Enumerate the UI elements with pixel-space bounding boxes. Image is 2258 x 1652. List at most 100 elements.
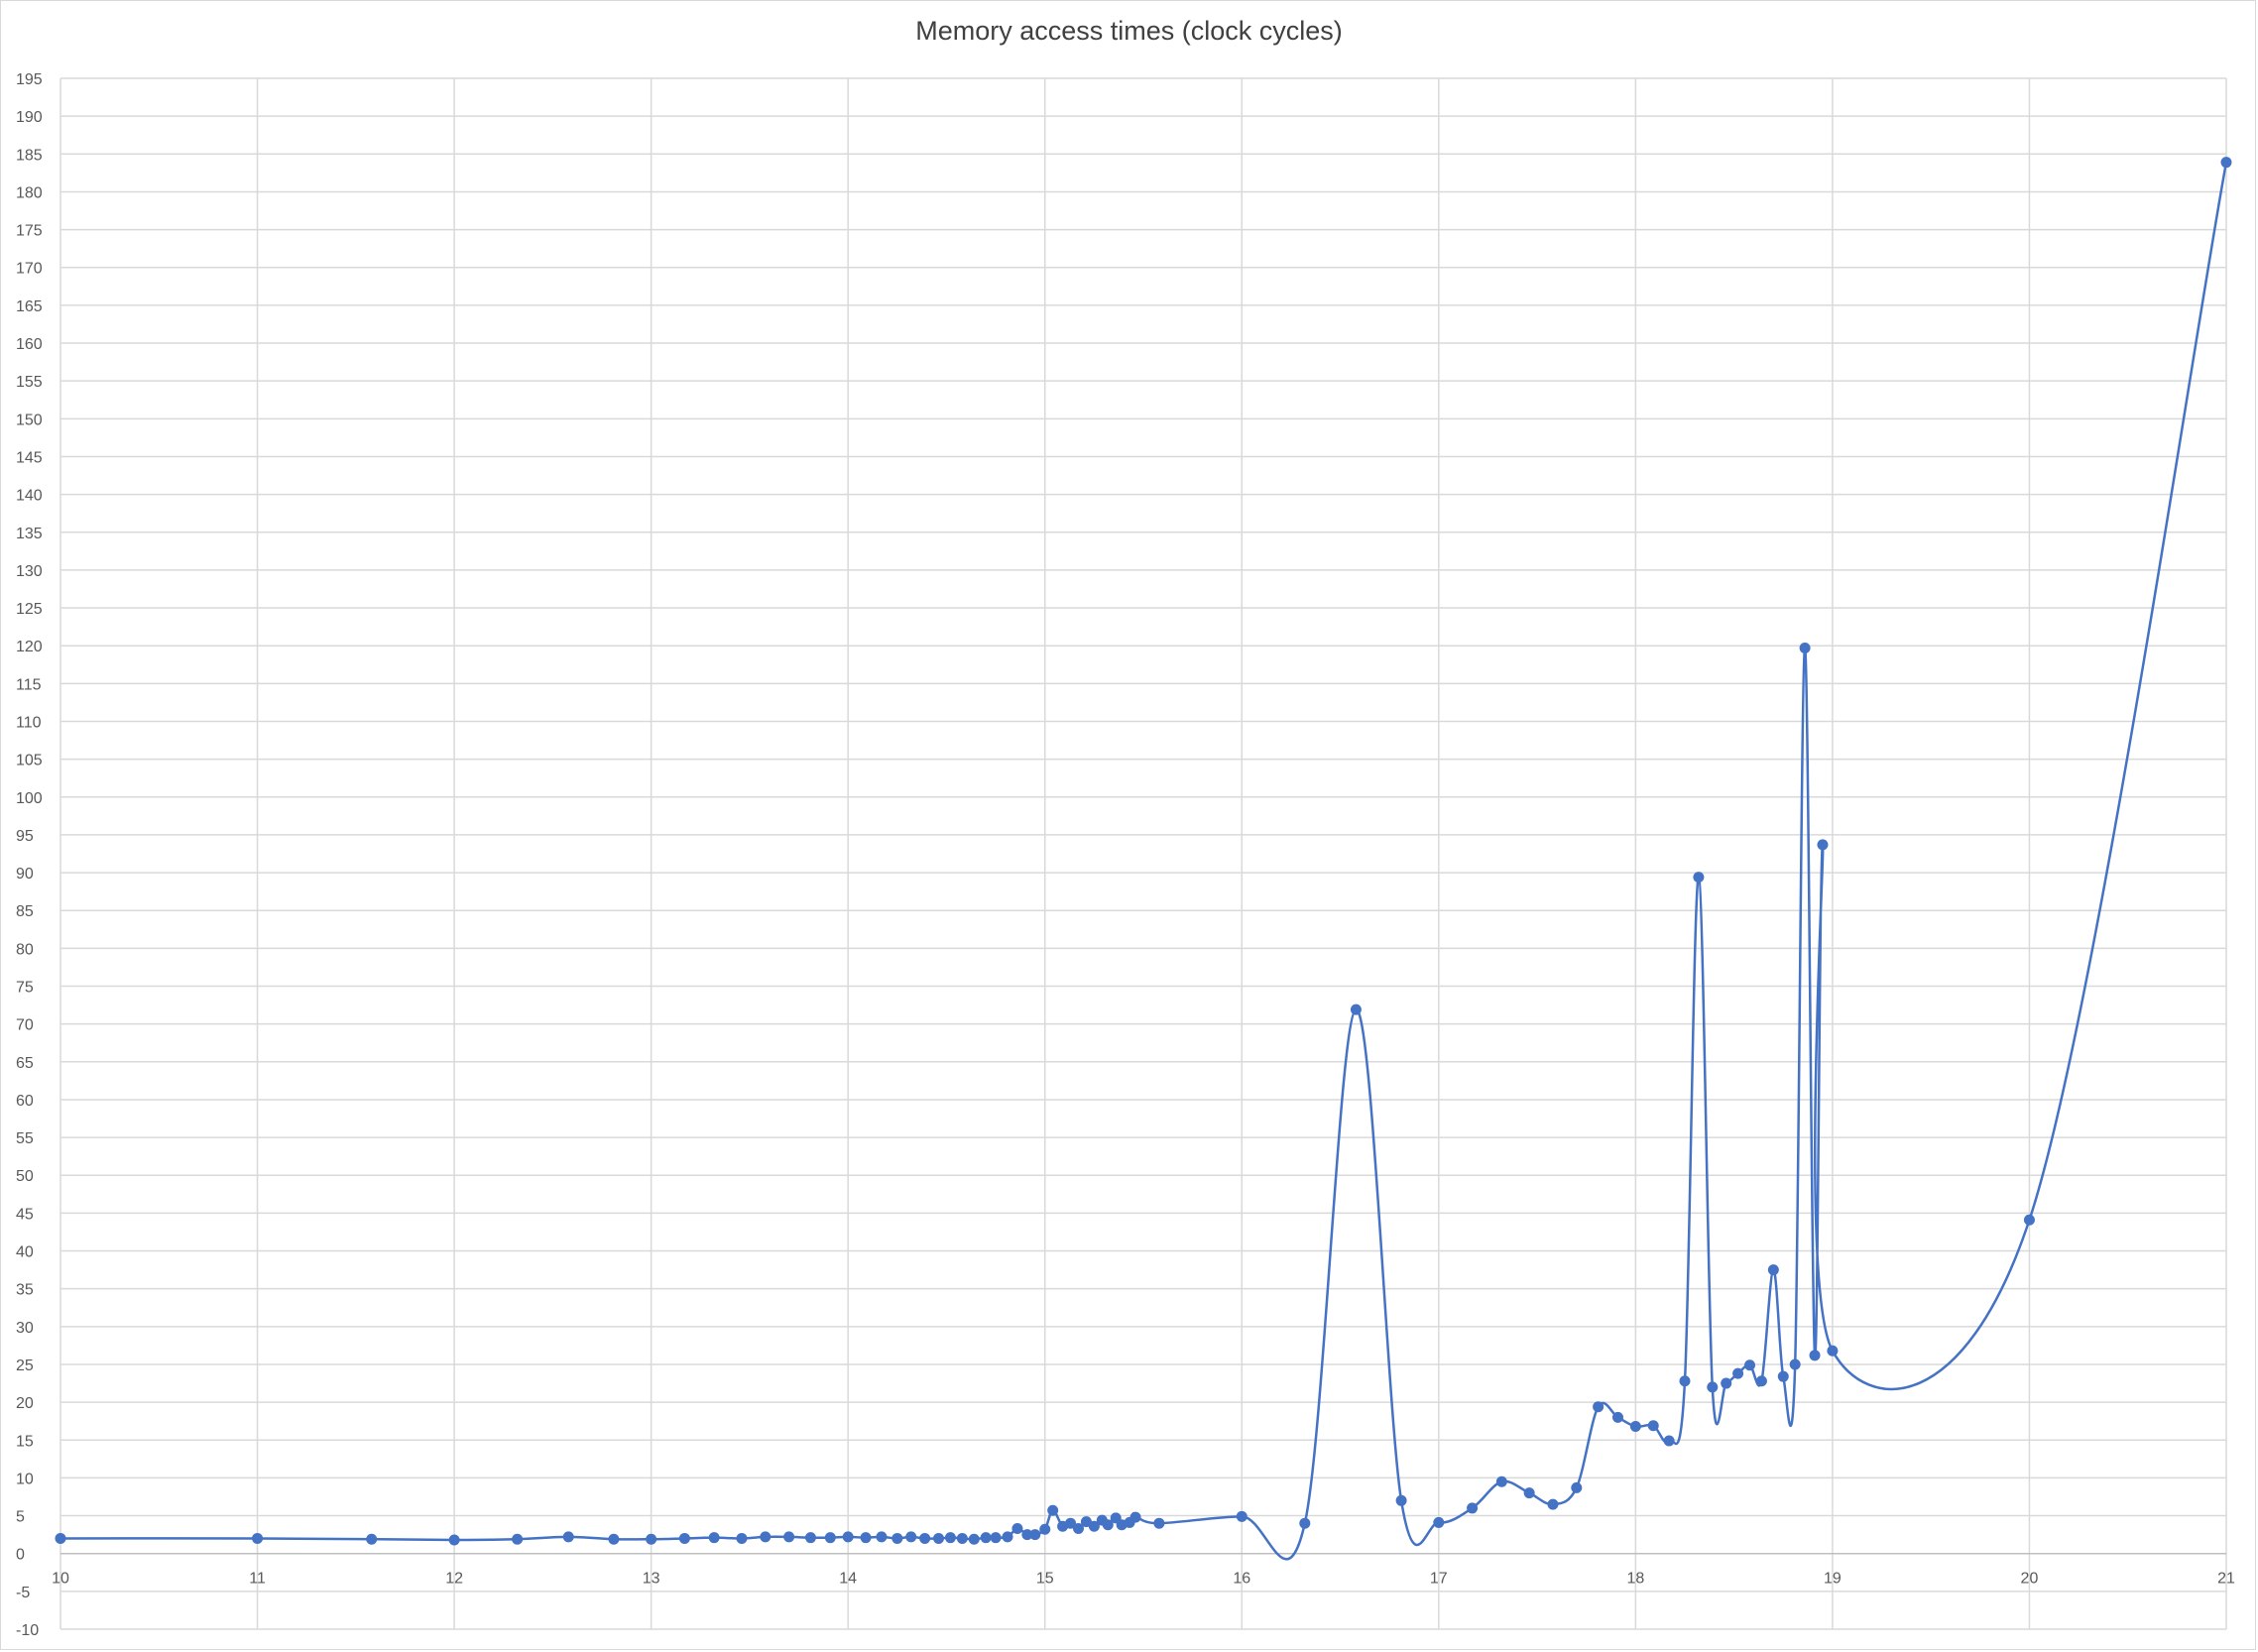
y-tick-label: 110 <box>16 714 42 731</box>
data-point <box>252 1532 264 1544</box>
data-point <box>1809 1350 1821 1361</box>
data-point <box>1611 1411 1623 1423</box>
y-tick-label: 160 <box>16 336 43 353</box>
y-tick-label: 75 <box>16 980 34 997</box>
y-tick-label: 50 <box>16 1168 34 1185</box>
y-tick-label: 155 <box>16 374 43 391</box>
data-point <box>708 1532 720 1544</box>
data-point <box>860 1532 872 1544</box>
data-point <box>448 1534 460 1546</box>
data-point <box>608 1533 620 1545</box>
x-tick-label: 12 <box>445 1571 463 1588</box>
y-tick-label: 100 <box>16 790 43 807</box>
y-tick-label: 30 <box>16 1320 34 1337</box>
data-point <box>1693 872 1705 884</box>
data-point <box>1029 1529 1041 1541</box>
y-tick-label: 20 <box>16 1395 34 1412</box>
data-point <box>1129 1511 1141 1523</box>
data-point <box>1350 1003 1362 1015</box>
gridlines <box>59 77 2227 1630</box>
data-point <box>905 1531 917 1543</box>
data-point <box>1065 1517 1077 1529</box>
y-tick-label: 90 <box>16 866 34 883</box>
y-tick-label: 170 <box>16 261 43 278</box>
data-point <box>1571 1481 1583 1493</box>
data-point <box>876 1531 888 1543</box>
data-point <box>1072 1523 1084 1535</box>
data-point <box>783 1531 795 1543</box>
y-tick-label: 25 <box>16 1357 34 1374</box>
y-tick-label: 180 <box>16 184 43 201</box>
x-tick-label: 14 <box>839 1571 857 1588</box>
y-tick-label: 150 <box>16 412 43 428</box>
data-point <box>1080 1516 1092 1528</box>
data-point <box>1433 1516 1445 1528</box>
x-tick-label: 16 <box>1233 1571 1250 1588</box>
y-tick-label: 80 <box>16 941 34 958</box>
data-point <box>1767 1264 1779 1276</box>
data-point <box>1021 1529 1033 1541</box>
x-tick-label: 18 <box>1626 1571 1644 1588</box>
data-point <box>2023 1214 2035 1226</box>
data-point <box>1744 1359 1756 1371</box>
data-point <box>1236 1510 1248 1522</box>
data-point <box>1647 1420 1659 1432</box>
data-point <box>678 1532 690 1544</box>
data-point <box>804 1532 816 1544</box>
y-tick-label: 40 <box>16 1244 34 1261</box>
y-tick-label: 5 <box>16 1509 25 1526</box>
x-tick-label: 17 <box>1430 1571 1448 1588</box>
series-layer <box>55 157 2232 1561</box>
y-tick-label: 55 <box>16 1130 34 1147</box>
data-point <box>366 1533 378 1545</box>
data-point <box>736 1532 748 1544</box>
y-tick-label: 95 <box>16 828 34 845</box>
chart-title: Memory access times (clock cycles) <box>915 16 1343 46</box>
y-tick-label: 105 <box>16 753 43 769</box>
y-tick-label: 145 <box>16 449 43 466</box>
data-point <box>1547 1498 1559 1510</box>
y-tick-label: 85 <box>16 903 34 920</box>
data-point <box>1817 839 1829 851</box>
y-tick-label: 65 <box>16 1055 34 1072</box>
x-tick-label: 13 <box>643 1571 660 1588</box>
data-point <box>2220 157 2232 169</box>
data-point <box>1523 1487 1535 1499</box>
x-tick-label: 15 <box>1036 1571 1054 1588</box>
data-point <box>1679 1375 1691 1387</box>
y-tick-label: 185 <box>16 147 43 164</box>
y-tick-label: -10 <box>16 1622 39 1639</box>
y-tick-label: 70 <box>16 1017 34 1034</box>
tick-labels: -10 -5 0 5 10 15 20 25 30 35 40 45 50 55 60 65 70 75 80 85 9… <box>16 71 2235 1639</box>
data-point <box>646 1533 657 1545</box>
data-point <box>1755 1375 1767 1387</box>
y-tick-label: 190 <box>16 109 43 126</box>
data-point <box>842 1531 854 1543</box>
data-point <box>1102 1519 1114 1531</box>
data-point <box>1732 1367 1744 1379</box>
data-point <box>933 1532 945 1544</box>
x-tick-label: 11 <box>249 1571 266 1588</box>
data-point <box>990 1532 1002 1544</box>
y-tick-label: 140 <box>16 488 43 505</box>
y-tick-label: 35 <box>16 1282 34 1299</box>
data-point <box>562 1531 574 1543</box>
data-point <box>968 1533 980 1545</box>
data-point <box>1777 1370 1789 1382</box>
y-tick-label: 115 <box>16 676 42 693</box>
x-tick-label: 20 <box>2021 1571 2039 1588</box>
data-point <box>1629 1421 1641 1433</box>
data-point <box>1299 1517 1311 1529</box>
data-point <box>944 1532 956 1544</box>
y-tick-label: -5 <box>16 1585 30 1601</box>
data-point <box>980 1532 992 1544</box>
data-point <box>956 1532 968 1544</box>
data-point <box>1799 642 1811 653</box>
data-point <box>1467 1502 1479 1514</box>
series-line <box>59 162 2228 1561</box>
data-point <box>512 1533 524 1545</box>
y-tick-label: 195 <box>16 71 43 88</box>
data-point <box>1039 1523 1051 1535</box>
